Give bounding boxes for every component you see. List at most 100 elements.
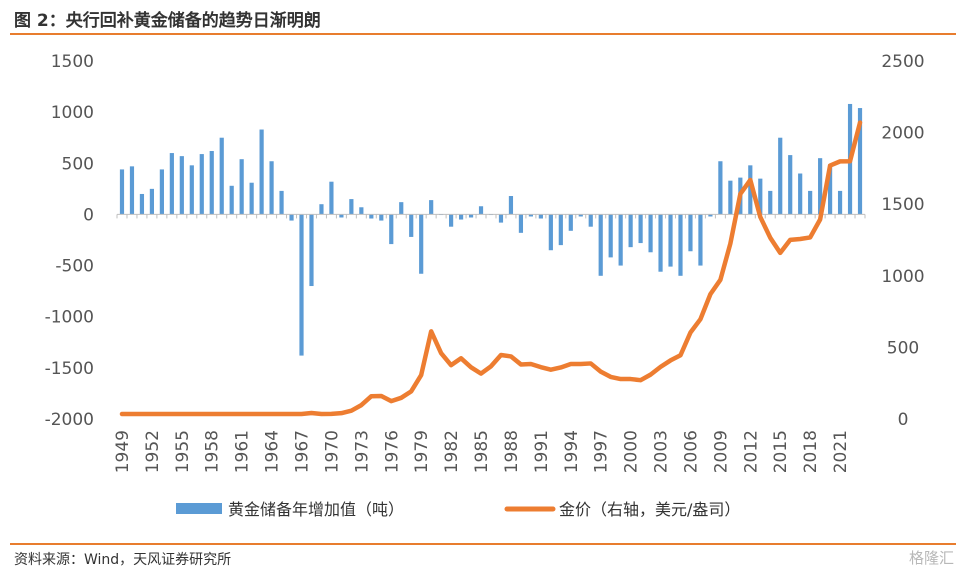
x-tick-label: 1982: [442, 430, 462, 473]
bar-1974: [369, 214, 374, 219]
bar-2009: [718, 161, 723, 215]
legend-bar-swatch: [176, 503, 222, 514]
bar-1993: [558, 214, 563, 246]
watermark-logo: 格隆汇: [908, 549, 954, 567]
x-tick-label: 1970: [322, 430, 342, 473]
bar-2013: [758, 178, 763, 215]
right-tick-label: 500: [887, 338, 919, 358]
x-tick-label: 2009: [711, 430, 731, 473]
legend-bar-label: 黄金储备年增加值（吨）: [228, 500, 404, 519]
bar-1958: [209, 151, 214, 215]
bar-1951: [139, 193, 145, 215]
bar-1953: [159, 169, 164, 215]
x-tick-label: 1952: [143, 430, 163, 473]
x-tick-label: 2015: [771, 430, 791, 473]
bottom-rule: [10, 543, 956, 545]
chart-canvas: 1500 1000 500 0 -500 -1000 -1500 -2000 2500 2000…: [45, 52, 925, 519]
bar-2006: [688, 214, 693, 252]
right-tick-label: 1000: [881, 267, 924, 287]
bar-1956: [189, 165, 194, 215]
bar-1994: [568, 214, 573, 231]
bar-1991: [538, 214, 543, 219]
bar-1957: [199, 154, 204, 215]
bar-1968: [309, 214, 314, 287]
bar-1990: [528, 214, 533, 217]
bar-2014: [768, 190, 773, 215]
x-tick-label: 1979: [412, 430, 432, 473]
x-tick-label: 2006: [682, 430, 702, 473]
bar-2015: [778, 137, 783, 215]
left-tick-label: -1500: [45, 359, 94, 379]
x-tick-label: 1991: [532, 430, 552, 473]
bar-1987: [498, 214, 504, 223]
bar-1970: [329, 181, 334, 215]
right-tick-label: 0: [898, 410, 909, 430]
legend: 黄金储备年增加值（吨） 金价（右轴，美元/盎司）: [176, 500, 740, 519]
bar-1963: [259, 129, 264, 215]
bar-2020: [828, 164, 833, 215]
x-tick-label: 2003: [652, 430, 672, 473]
bar-1976: [389, 214, 394, 245]
bar-1973: [359, 207, 364, 215]
x-tick-label: 1997: [592, 430, 612, 473]
x-tick-label: 1949: [113, 430, 133, 473]
bar-2008: [708, 214, 713, 217]
x-tick-label: 2000: [622, 430, 642, 473]
x-tick-label: 1985: [472, 430, 492, 473]
left-tick-label: 500: [62, 154, 94, 174]
right-tick-label: 2000: [881, 124, 924, 144]
left-tick-label: 1500: [51, 52, 94, 72]
bar-2004: [668, 214, 673, 267]
left-tick-label: -1000: [45, 308, 94, 328]
bar-1969: [319, 204, 324, 215]
bar-1955: [179, 156, 184, 215]
bar-1978: [409, 214, 414, 237]
x-tick-label: 2012: [741, 430, 761, 473]
x-tick-label: 1994: [562, 430, 582, 473]
bar-1992: [548, 214, 553, 251]
bar-1965: [279, 190, 284, 215]
bar-1997: [598, 214, 603, 276]
bar-1964: [269, 161, 274, 215]
bar-1967: [299, 214, 304, 356]
x-tick-label: 2021: [831, 430, 851, 473]
x-tick-label: 1988: [502, 430, 522, 473]
zero-axis: [116, 213, 866, 219]
bar-2002: [648, 214, 653, 253]
bar-1988: [508, 196, 514, 215]
bar-1966: [289, 214, 294, 221]
x-tick-label: 1958: [203, 430, 223, 473]
line-series: [119, 120, 863, 417]
bar-2023: [857, 108, 863, 215]
bar-2001: [638, 214, 643, 244]
bar-1959: [219, 137, 224, 215]
left-axis-ticks: 1500 1000 500 0 -500 -1000 -1500 -2000: [45, 52, 94, 430]
x-tick-label: 1955: [173, 430, 193, 473]
right-tick-label: 1500: [881, 195, 924, 215]
gold-price-line: [119, 120, 863, 417]
left-tick-label: -2000: [45, 410, 94, 430]
bar-2016: [788, 155, 793, 215]
source-note: 资料来源：Wind，天风证券研究所: [14, 552, 232, 568]
x-tick-label: 1961: [233, 430, 253, 473]
bar-1979: [419, 214, 424, 274]
bar-1996: [588, 214, 593, 227]
bar-1952: [149, 188, 154, 215]
right-axis-ticks: 2500 2000 1500 1000 500 0: [881, 52, 924, 430]
legend-line-label: 金价（右轴，美元/盎司）: [559, 500, 740, 519]
bar-1972: [349, 199, 354, 215]
bar-1999: [618, 214, 623, 266]
bar-1980: [429, 200, 434, 215]
x-tick-label: 1964: [263, 430, 283, 473]
bar-1985: [478, 206, 484, 215]
bar-2005: [678, 214, 683, 276]
left-tick-label: 0: [83, 205, 94, 225]
top-rule: [10, 33, 956, 35]
x-tick-label: 1976: [382, 430, 402, 473]
bar-2000: [628, 214, 633, 248]
bar-1962: [249, 182, 254, 215]
bar-1989: [518, 214, 524, 233]
bar-1982: [449, 214, 454, 227]
bar-2012: [748, 165, 753, 215]
bar-1954: [169, 153, 174, 215]
